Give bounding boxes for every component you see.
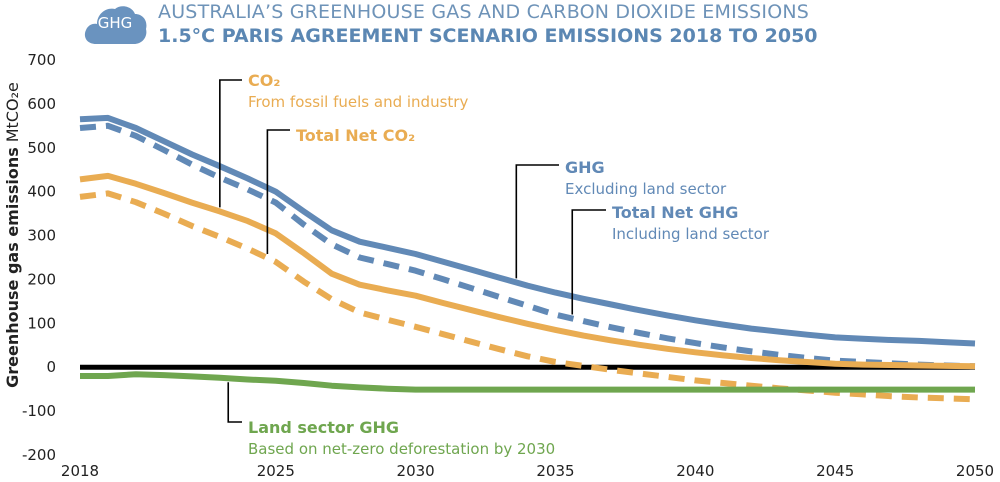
series-line-co2: [79, 172, 976, 370]
x-tick-label: 2018: [61, 462, 99, 480]
chart-subtitle: 1.5°C PARIS AGREEMENT SCENARIO EMISSIONS…: [158, 25, 818, 47]
y-tick-label: -200: [22, 446, 56, 464]
leader-line-total_net_co2: [266, 129, 290, 254]
x-tick-label: 2035: [536, 462, 574, 480]
annotation-sublabel-co2: From fossil fuels and industry: [248, 93, 468, 111]
annotation-label-total_net_co2: Total Net CO₂: [296, 126, 415, 145]
y-tick-label: 100: [27, 314, 56, 332]
x-tick-label: 2025: [257, 462, 295, 480]
annotation-sublabel-land: Based on net-zero deforestation by 2030: [248, 440, 555, 458]
y-tick-label: 0: [46, 358, 56, 376]
x-tick-label: 2040: [676, 462, 714, 480]
series-line-ghg: [79, 114, 976, 347]
x-axis-tick-labels: 2018 2025 2030 2035 2040 2045 2050: [61, 462, 994, 480]
leader-line-land: [227, 382, 242, 423]
y-axis-tick-labels: 700 600 500 400 300 200 100 0 -100 -200: [22, 51, 56, 464]
logo-text: GHG: [97, 14, 133, 32]
y-tick-label: 500: [27, 139, 56, 157]
series-layer: [79, 114, 976, 403]
annotation-sublabel-total_net_ghg: Including land sector: [612, 225, 770, 243]
y-tick-label: -100: [22, 402, 56, 420]
leader-line-co2: [219, 79, 242, 208]
annotation-layer: CO₂ From fossil fuels and industry Total N…: [219, 71, 770, 458]
series-line-total_net_ghg: [79, 122, 976, 370]
cloud-icon: [84, 6, 147, 45]
y-axis-title: Greenhouse gas emissions MtCO₂e: [3, 82, 22, 388]
svg-text:Greenhouse gas emissionsMtCO₂e: Greenhouse gas emissions MtCO₂e: [3, 82, 22, 388]
annotation-label-ghg: GHG: [565, 158, 605, 177]
annotation-label-total_net_ghg: Total Net GHG: [612, 203, 738, 222]
y-axis-title-main: Greenhouse gas emissions: [3, 147, 22, 388]
y-tick-label: 600: [27, 95, 56, 113]
y-tick-label: 300: [27, 227, 56, 245]
y-tick-label: 200: [27, 270, 56, 288]
leader-line-ghg: [515, 164, 559, 279]
x-tick-label: 2030: [397, 462, 435, 480]
leader-line-total_net_ghg: [571, 209, 606, 315]
x-tick-label: 2045: [816, 462, 854, 480]
y-tick-label: 700: [27, 51, 56, 69]
x-tick-label: 2050: [956, 462, 994, 480]
series-line-land: [80, 371, 975, 393]
annotation-label-co2: CO₂: [248, 71, 280, 90]
ghg-cloud-logo: GHG: [82, 2, 148, 48]
y-tick-label: 400: [27, 183, 56, 201]
annotation-sublabel-ghg: Excluding land sector: [565, 180, 727, 198]
y-axis-title-unit: MtCO₂e: [3, 82, 22, 142]
chart-title: AUSTRALIA’S GREENHOUSE GAS AND CARBON DI…: [158, 1, 810, 23]
annotation-label-land: Land sector GHG: [248, 418, 399, 437]
